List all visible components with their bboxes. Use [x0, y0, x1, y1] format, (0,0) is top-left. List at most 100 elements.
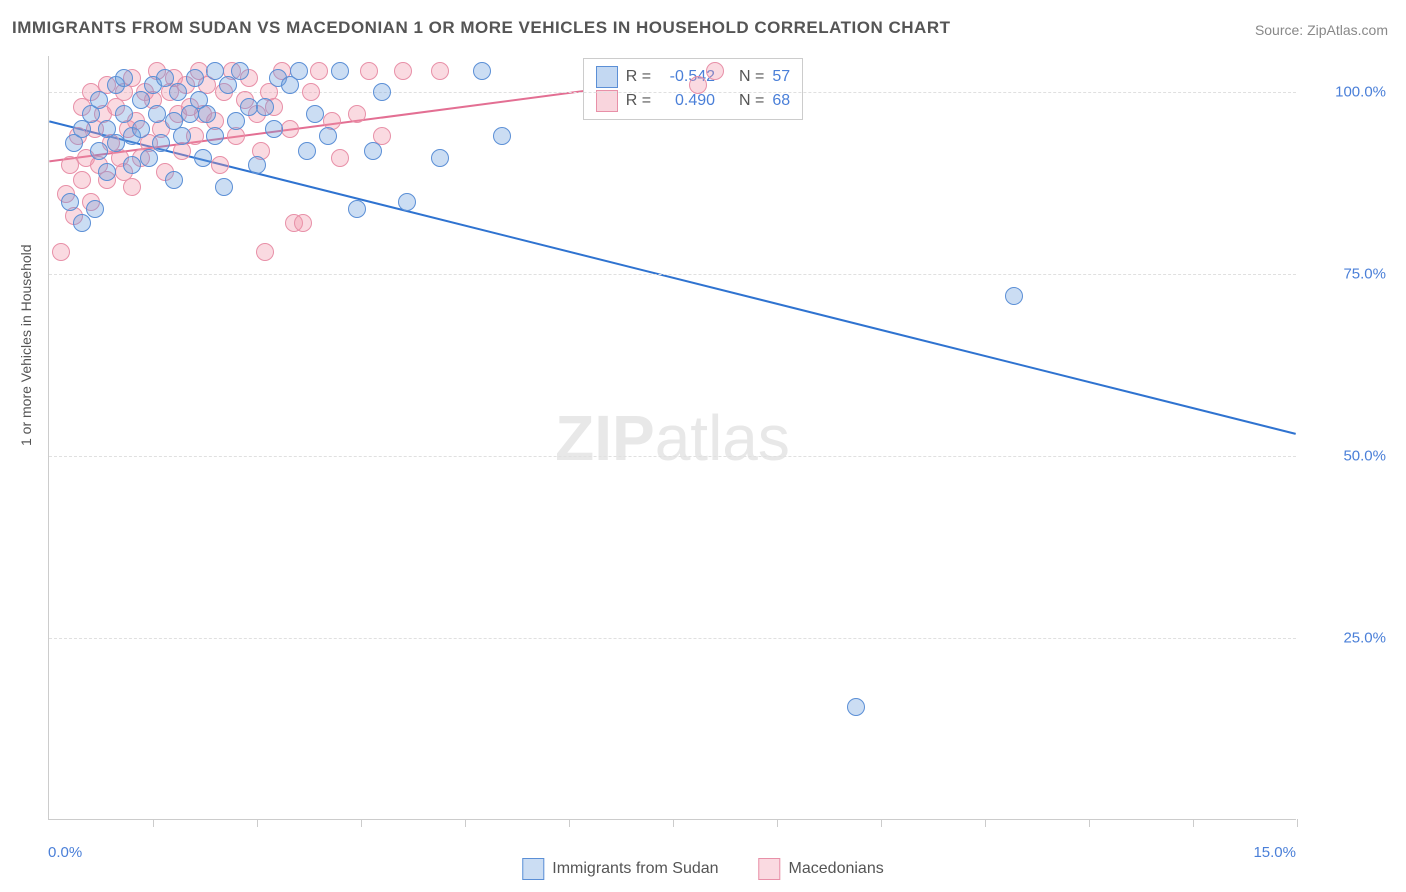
marker-macedonians — [360, 62, 378, 80]
marker-sudan — [115, 105, 133, 123]
marker-macedonians — [348, 105, 366, 123]
marker-sudan — [265, 120, 283, 138]
x-tick — [569, 819, 570, 827]
marker-macedonians — [706, 62, 724, 80]
marker-sudan — [290, 62, 308, 80]
y-tick-label: 50.0% — [1343, 448, 1386, 465]
marker-sudan — [107, 134, 125, 152]
marker-macedonians — [689, 76, 707, 94]
x-tick — [361, 819, 362, 827]
x-tick — [465, 819, 466, 827]
x-tick — [985, 819, 986, 827]
legend-item-series1: Immigrants from Sudan — [522, 858, 718, 880]
x-tick — [1297, 819, 1298, 827]
marker-macedonians — [302, 83, 320, 101]
marker-sudan — [248, 156, 266, 174]
n-label: N = — [739, 65, 764, 89]
x-tick — [1193, 819, 1194, 827]
marker-sudan — [493, 127, 511, 145]
marker-macedonians — [73, 171, 91, 189]
marker-sudan — [227, 112, 245, 130]
marker-sudan — [73, 214, 91, 232]
x-tick — [777, 819, 778, 827]
marker-sudan — [165, 171, 183, 189]
trend-lines — [49, 56, 1296, 819]
marker-sudan — [306, 105, 324, 123]
marker-macedonians — [281, 120, 299, 138]
marker-macedonians — [331, 149, 349, 167]
x-tick — [153, 819, 154, 827]
marker-sudan — [1005, 287, 1023, 305]
grid-line — [49, 92, 1296, 93]
legend-swatch-pink — [759, 858, 781, 880]
marker-sudan — [132, 91, 150, 109]
marker-sudan — [298, 142, 316, 160]
x-tick — [1089, 819, 1090, 827]
legend-swatch-blue — [522, 858, 544, 880]
marker-macedonians — [256, 243, 274, 261]
marker-sudan — [219, 76, 237, 94]
marker-sudan — [169, 83, 187, 101]
marker-sudan — [473, 62, 491, 80]
marker-sudan — [256, 98, 274, 116]
marker-sudan — [373, 83, 391, 101]
plot-area: ZIPatlas R =-0.542N =57R = 0.490N =68 — [48, 56, 1296, 820]
marker-sudan — [194, 149, 212, 167]
marker-sudan — [348, 200, 366, 218]
y-axis-label: 1 or more Vehicles in Household — [18, 244, 34, 446]
marker-sudan — [98, 163, 116, 181]
grid-line — [49, 274, 1296, 275]
y-tick-label: 100.0% — [1335, 84, 1386, 101]
marker-sudan — [186, 69, 204, 87]
marker-sudan — [206, 127, 224, 145]
y-tick-label: 25.0% — [1343, 630, 1386, 647]
marker-sudan — [61, 193, 79, 211]
x-tick-label-min: 0.0% — [48, 844, 82, 861]
chart-title: IMMIGRANTS FROM SUDAN VS MACEDONIAN 1 OR… — [12, 18, 950, 38]
marker-sudan — [140, 149, 158, 167]
marker-sudan — [132, 120, 150, 138]
y-tick-label: 75.0% — [1343, 266, 1386, 283]
x-tick — [257, 819, 258, 827]
marker-sudan — [198, 105, 216, 123]
marker-sudan — [231, 62, 249, 80]
watermark-bold: ZIP — [555, 402, 655, 474]
x-tick — [881, 819, 882, 827]
x-tick — [673, 819, 674, 827]
marker-sudan — [215, 178, 233, 196]
x-tick-label-max: 15.0% — [1253, 844, 1296, 861]
r-label: R = — [626, 65, 651, 89]
chart-container: IMMIGRANTS FROM SUDAN VS MACEDONIAN 1 OR… — [0, 0, 1406, 892]
marker-macedonians — [294, 214, 312, 232]
n-value: 57 — [772, 65, 790, 89]
grid-line — [49, 456, 1296, 457]
marker-sudan — [86, 200, 104, 218]
legend: Immigrants from Sudan Macedonians — [522, 858, 883, 880]
marker-sudan — [319, 127, 337, 145]
grid-line — [49, 638, 1296, 639]
legend-label-series2: Macedonians — [789, 860, 884, 878]
marker-sudan — [398, 193, 416, 211]
marker-sudan — [331, 62, 349, 80]
marker-sudan — [152, 134, 170, 152]
marker-sudan — [240, 98, 258, 116]
marker-macedonians — [123, 178, 141, 196]
legend-label-series1: Immigrants from Sudan — [552, 860, 718, 878]
watermark: ZIPatlas — [555, 401, 790, 475]
marker-sudan — [90, 91, 108, 109]
marker-macedonians — [52, 243, 70, 261]
marker-sudan — [364, 142, 382, 160]
legend-item-series2: Macedonians — [759, 858, 884, 880]
source-attribution: Source: ZipAtlas.com — [1255, 22, 1388, 38]
watermark-light: atlas — [655, 402, 790, 474]
marker-sudan — [431, 149, 449, 167]
marker-sudan — [173, 127, 191, 145]
marker-sudan — [148, 105, 166, 123]
marker-macedonians — [431, 62, 449, 80]
marker-sudan — [90, 142, 108, 160]
marker-macedonians — [310, 62, 328, 80]
marker-sudan — [847, 698, 865, 716]
marker-sudan — [123, 156, 141, 174]
stats-swatch — [596, 66, 618, 88]
marker-macedonians — [394, 62, 412, 80]
